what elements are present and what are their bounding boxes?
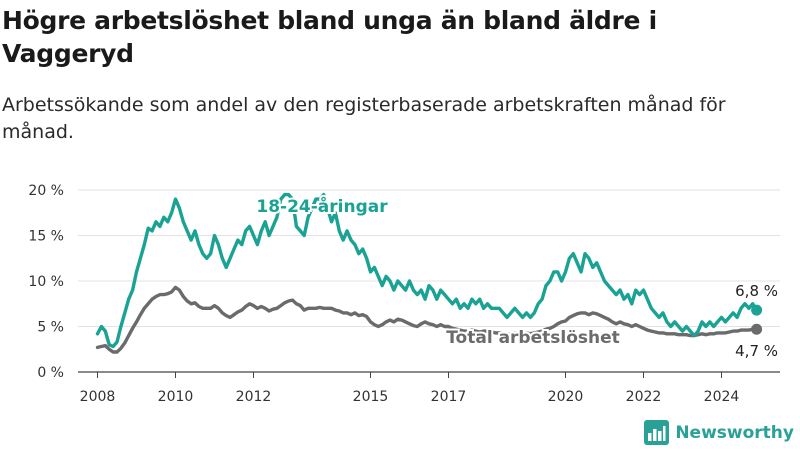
y-tick-label: 20 % <box>28 183 64 199</box>
x-tick-label: 2010 <box>158 389 194 405</box>
y-tick-label: 0 % <box>37 365 64 381</box>
x-tick-label: 2008 <box>80 389 116 405</box>
series-end-point <box>751 304 763 316</box>
series-end-value: 4,7 % <box>735 342 778 360</box>
y-tick-label: 15 % <box>28 229 64 245</box>
series-end-value: 6,8 % <box>735 282 778 300</box>
series-lines <box>95 192 763 354</box>
y-tick-label: 10 % <box>28 274 64 290</box>
series-line <box>95 192 759 349</box>
x-tick-label: 2015 <box>353 389 389 405</box>
x-tick-label: 2024 <box>704 389 740 405</box>
series-name-label: Total arbetslöshet <box>446 328 620 348</box>
brand-logo[interactable]: Newsworthy <box>644 420 794 445</box>
brand-name: Newsworthy <box>675 422 794 443</box>
series-name-label: 18-24-åringar <box>256 195 388 217</box>
y-tick-label: 5 % <box>37 320 64 336</box>
axes: 0 % 5 % 10 % 15 % 20 % 2008 2010 2012 2015 2017 20… <box>28 183 739 405</box>
x-tick-label: 2022 <box>626 389 662 405</box>
x-tick-label: 2017 <box>431 389 467 405</box>
bar-chart-logo-icon <box>644 420 670 445</box>
series-end-point <box>751 323 763 335</box>
page-subtitle: Arbetssökande som andel av den registerb… <box>2 94 726 143</box>
x-tick-label: 2012 <box>236 389 272 405</box>
x-tick-label: 2020 <box>548 389 584 405</box>
series-labels: 6,8 % 4,7 % 18-24-åringar Total arbetslöshe… <box>254 193 778 360</box>
series-line <box>95 285 759 354</box>
page-title: Högre arbetslöshet bland unga än bland ä… <box>2 6 657 68</box>
